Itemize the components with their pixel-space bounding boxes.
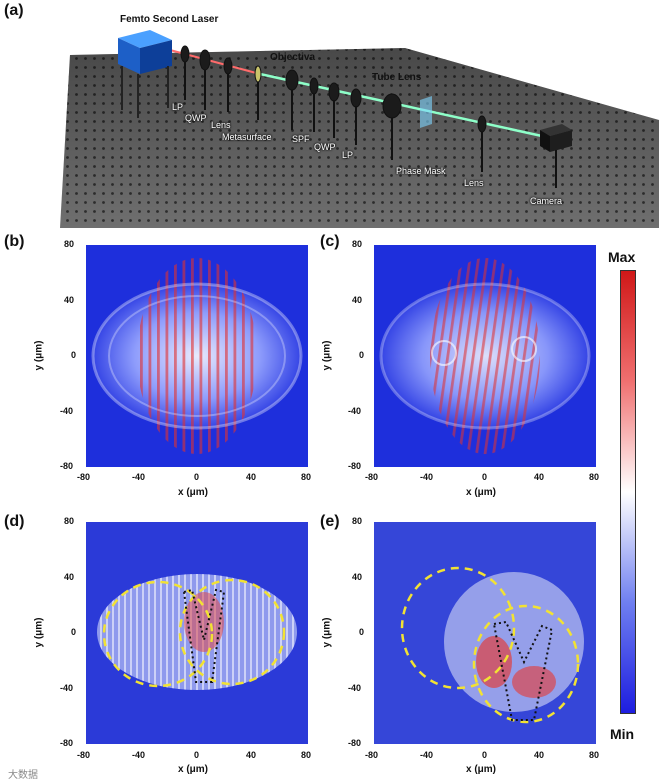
- plot-b-image: [86, 245, 308, 467]
- xlabel: x (μm): [178, 764, 209, 775]
- xlabel: x (μm): [466, 764, 497, 775]
- camera: [540, 124, 572, 188]
- ytick: 0: [71, 350, 77, 360]
- dashed-circle-left: [102, 580, 214, 688]
- watermark: 大数据: [8, 770, 38, 781]
- label-qwp1: QWP: [185, 113, 207, 123]
- xtick: 0: [482, 750, 488, 760]
- dashed-circle-right: [472, 604, 580, 724]
- panel-d-label: (d): [4, 513, 25, 530]
- label-phase-mask: Phase Mask: [396, 166, 446, 176]
- ytick: -40: [60, 406, 74, 416]
- xtick: 80: [301, 750, 312, 760]
- label-laser: Femto Second Laser: [120, 14, 219, 25]
- ytick: -80: [348, 738, 362, 748]
- xlabel: x (μm): [178, 487, 209, 498]
- xtick: -40: [132, 750, 146, 760]
- dashed-circle-right: [178, 578, 286, 686]
- ytick: -40: [348, 683, 362, 693]
- xtick: -40: [132, 472, 146, 482]
- xtick: 80: [301, 472, 312, 482]
- xtick: -80: [365, 472, 379, 482]
- plot-d-image: [86, 522, 308, 744]
- ytick: 0: [359, 350, 365, 360]
- xtick: 0: [194, 750, 200, 760]
- xtick: 0: [194, 472, 200, 482]
- label-lp2: LP: [342, 150, 354, 160]
- ytick: 40: [64, 572, 75, 582]
- ytick: -80: [348, 461, 362, 471]
- xlabel: x (μm): [466, 487, 497, 498]
- xtick: 40: [534, 472, 545, 482]
- ylabel: y (μm): [33, 617, 45, 648]
- ytick: 40: [352, 295, 363, 305]
- label-lens1: Lens: [211, 120, 231, 130]
- colorbar: [620, 270, 636, 714]
- panel-a-label: (a): [4, 2, 24, 19]
- xtick: 40: [246, 472, 257, 482]
- xtick: -40: [420, 472, 434, 482]
- label-camera: Camera: [530, 196, 563, 206]
- xtick: 0: [482, 472, 488, 482]
- colorbar-min-label: Min: [610, 726, 635, 742]
- ytick: 0: [71, 627, 77, 637]
- ylabel: y (μm): [321, 340, 333, 371]
- ytick: -80: [60, 461, 74, 471]
- ytick: 80: [64, 239, 75, 249]
- label-lens2: Lens: [464, 178, 484, 188]
- panel-e-label: (e): [320, 513, 340, 530]
- plot-c-image: [374, 245, 596, 467]
- dotted-v-outline: [183, 588, 226, 683]
- label-lp1: LP: [172, 102, 184, 112]
- ylabel: y (μm): [33, 340, 45, 371]
- ytick: 0: [359, 627, 365, 637]
- xtick: 80: [589, 472, 600, 482]
- ylabel: y (μm): [321, 617, 333, 648]
- xtick: 80: [589, 750, 600, 760]
- label-tube-lens: Tube Lens: [372, 72, 422, 83]
- ytick: 40: [352, 572, 363, 582]
- phase-mask: [420, 96, 432, 128]
- label-objective: Objectiva: [270, 52, 316, 63]
- ytick: 80: [64, 516, 75, 526]
- xtick: -80: [77, 472, 91, 482]
- colorbar-max-label: Max: [608, 249, 636, 265]
- ytick: 40: [64, 295, 75, 305]
- xtick: 40: [246, 750, 257, 760]
- xtick: -80: [365, 750, 379, 760]
- xtick: -40: [420, 750, 434, 760]
- setup-illustration: [60, 30, 659, 228]
- xtick: 40: [534, 750, 545, 760]
- panel-c-label: (c): [320, 233, 340, 250]
- ytick: -40: [60, 683, 74, 693]
- laser-source: [118, 30, 172, 118]
- panel-b-label: (b): [4, 233, 25, 250]
- label-spf: SPF: [292, 134, 310, 144]
- ytick: 80: [352, 516, 363, 526]
- ytick: 80: [352, 239, 363, 249]
- dashed-circle-left: [400, 566, 516, 690]
- plot-e-image: [374, 522, 596, 744]
- xtick: -80: [77, 750, 91, 760]
- ytick: -40: [348, 406, 362, 416]
- ytick: -80: [60, 738, 74, 748]
- label-qwp2: QWP: [314, 142, 336, 152]
- dotted-v-outline: [493, 620, 554, 721]
- label-metasurface: Metasurface: [222, 132, 272, 142]
